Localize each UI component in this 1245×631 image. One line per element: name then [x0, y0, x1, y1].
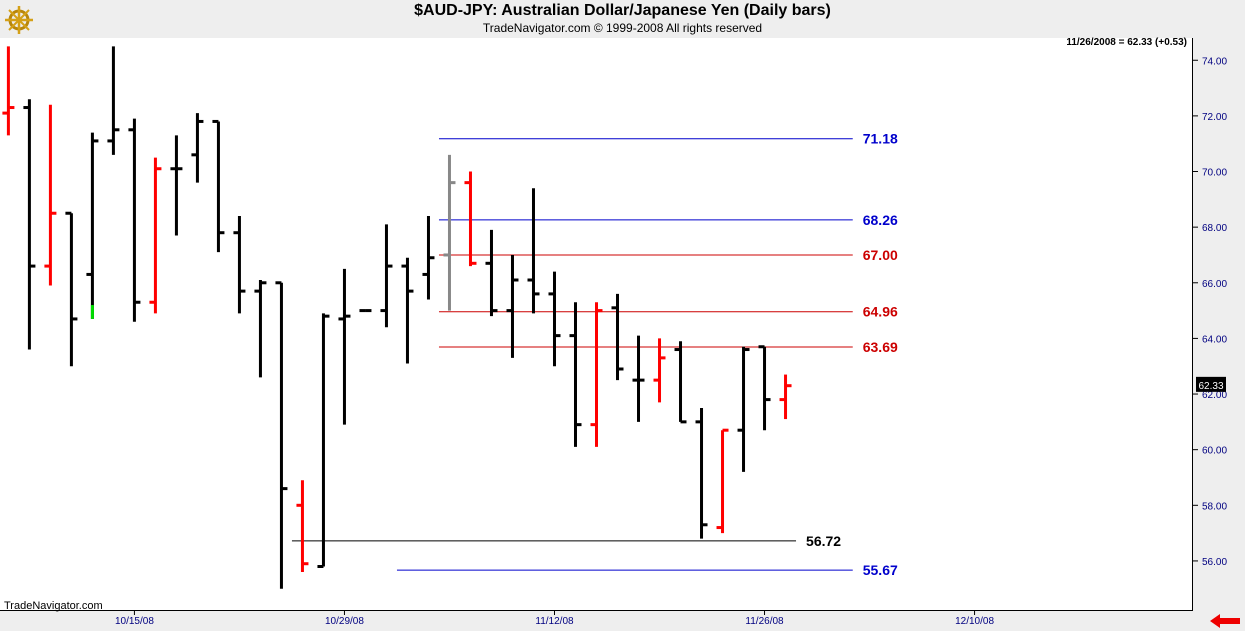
ohlc-bar-12 — [254, 279, 267, 378]
ohlc-bar-5 — [107, 46, 120, 155]
x-tick-label-0: 10/15/08 — [115, 616, 154, 627]
price-axis-panel[interactable] — [1193, 38, 1245, 611]
y-tick-label-2: 60.00 — [1202, 446, 1227, 457]
date-axis-panel[interactable] — [0, 611, 1245, 631]
bars-layer — [2, 46, 792, 589]
levels-layer: 71.18 68.26 67.00 64.96 63.69 56.72 55.67 — [291, 131, 898, 578]
ohlc-bar-0 — [2, 46, 15, 136]
x-tick-label-3: 11/26/08 — [745, 616, 784, 627]
ohlc-bar-31 — [653, 338, 666, 403]
y-tick-label-0: 56.00 — [1202, 557, 1227, 568]
x-tick-label-2: 11/12/08 — [535, 616, 574, 627]
ohlc-bar-20 — [422, 216, 435, 300]
y-tick-label-9: 74.00 — [1202, 56, 1227, 67]
ohlc-bar-33 — [695, 407, 708, 539]
ship-wheel-logo-icon[interactable] — [2, 2, 36, 36]
y-tick-label-6: 68.00 — [1202, 223, 1227, 234]
ohlc-bar-34 — [716, 428, 729, 534]
ohlc-bar-23 — [485, 229, 498, 317]
ohlc-bar-15 — [317, 313, 330, 568]
ohlc-bar-16 — [338, 268, 351, 425]
x-axis-ticks: 10/15/08 10/29/08 11/12/08 11/26/08 12/10/08 — [115, 611, 994, 627]
ohlc-bar-29 — [611, 293, 624, 381]
ohlc-bar-27 — [569, 302, 582, 447]
ohlc-bar-28 — [590, 302, 603, 447]
y-tick-label-8: 72.00 — [1202, 112, 1227, 123]
ohlc-bar-35 — [737, 346, 750, 472]
ohlc-bar-1 — [23, 99, 36, 350]
ohlc-bar-7 — [149, 157, 162, 314]
ohlc-bar-6 — [128, 118, 141, 322]
y-tick-label-7: 70.00 — [1202, 168, 1227, 179]
ohlc-bar-30 — [632, 335, 645, 422]
level-label-6: 55.67 — [863, 562, 898, 578]
copyright-subtitle: TradeNavigator.com © 1999-2008 All right… — [482, 21, 763, 35]
level-label-4: 63.69 — [863, 339, 898, 355]
watermark-text: TradeNavigator.com — [4, 600, 103, 612]
ohlc-bar-11 — [233, 216, 246, 314]
y-axis-ticks: 56.00 58.00 60.00 62.00 64.00 66.00 68.00 70.00… — [1193, 56, 1227, 568]
ohlc-bar-3 — [65, 211, 78, 367]
ohlc-bar-13 — [275, 281, 288, 589]
y-tick-label-3: 62.00 — [1202, 390, 1227, 401]
y-tick-label-4: 64.00 — [1202, 334, 1227, 345]
ohlc-bar-18 — [380, 224, 393, 328]
ohlc-bar-8 — [170, 135, 183, 236]
x-tick-label-4: 12/10/08 — [955, 616, 994, 627]
ohlc-bar-4 — [86, 132, 99, 319]
ohlc-bar-26 — [548, 271, 561, 367]
level-label-5: 56.72 — [806, 533, 841, 549]
ohlc-bar-10 — [212, 119, 225, 253]
x-tick-label-1: 10/29/08 — [325, 616, 364, 627]
ohlc-bar-2 — [44, 104, 57, 286]
ohlc-bar-36 — [758, 345, 771, 431]
ohlc-bar-9 — [191, 113, 204, 183]
ohlc-bar-19 — [401, 257, 414, 364]
chart-header: $AUD-JPY: Australian Dollar/Japanese Yen… — [0, 0, 1245, 38]
last-price-marker: 62.33 — [1196, 376, 1226, 392]
ohlc-bar-32 — [674, 341, 687, 424]
last-price-box — [1196, 376, 1226, 392]
last-price-label: 62.33 — [1198, 381, 1223, 392]
level-label-3: 64.96 — [863, 304, 898, 320]
ohlc-bar-25 — [527, 188, 540, 314]
ohlc-bar-14 — [296, 480, 309, 573]
ohlc-bar-37 — [779, 374, 792, 420]
ohlc-bar-21 — [443, 154, 456, 311]
y-tick-label-1: 58.00 — [1202, 501, 1227, 512]
last-price-readout: 11/26/2008 = 62.33 (+0.53) — [1066, 37, 1187, 48]
ohlc-bar-22 — [464, 171, 477, 267]
level-label-1: 68.26 — [863, 212, 898, 228]
ohlc-bar-24 — [506, 254, 519, 358]
level-label-0: 71.18 — [863, 131, 898, 147]
red-left-arrow-icon[interactable] — [1210, 614, 1240, 628]
y-tick-label-5: 66.00 — [1202, 279, 1227, 290]
chart-title: $AUD-JPY: Australian Dollar/Japanese Yen… — [414, 2, 831, 19]
level-label-2: 67.00 — [863, 247, 898, 263]
